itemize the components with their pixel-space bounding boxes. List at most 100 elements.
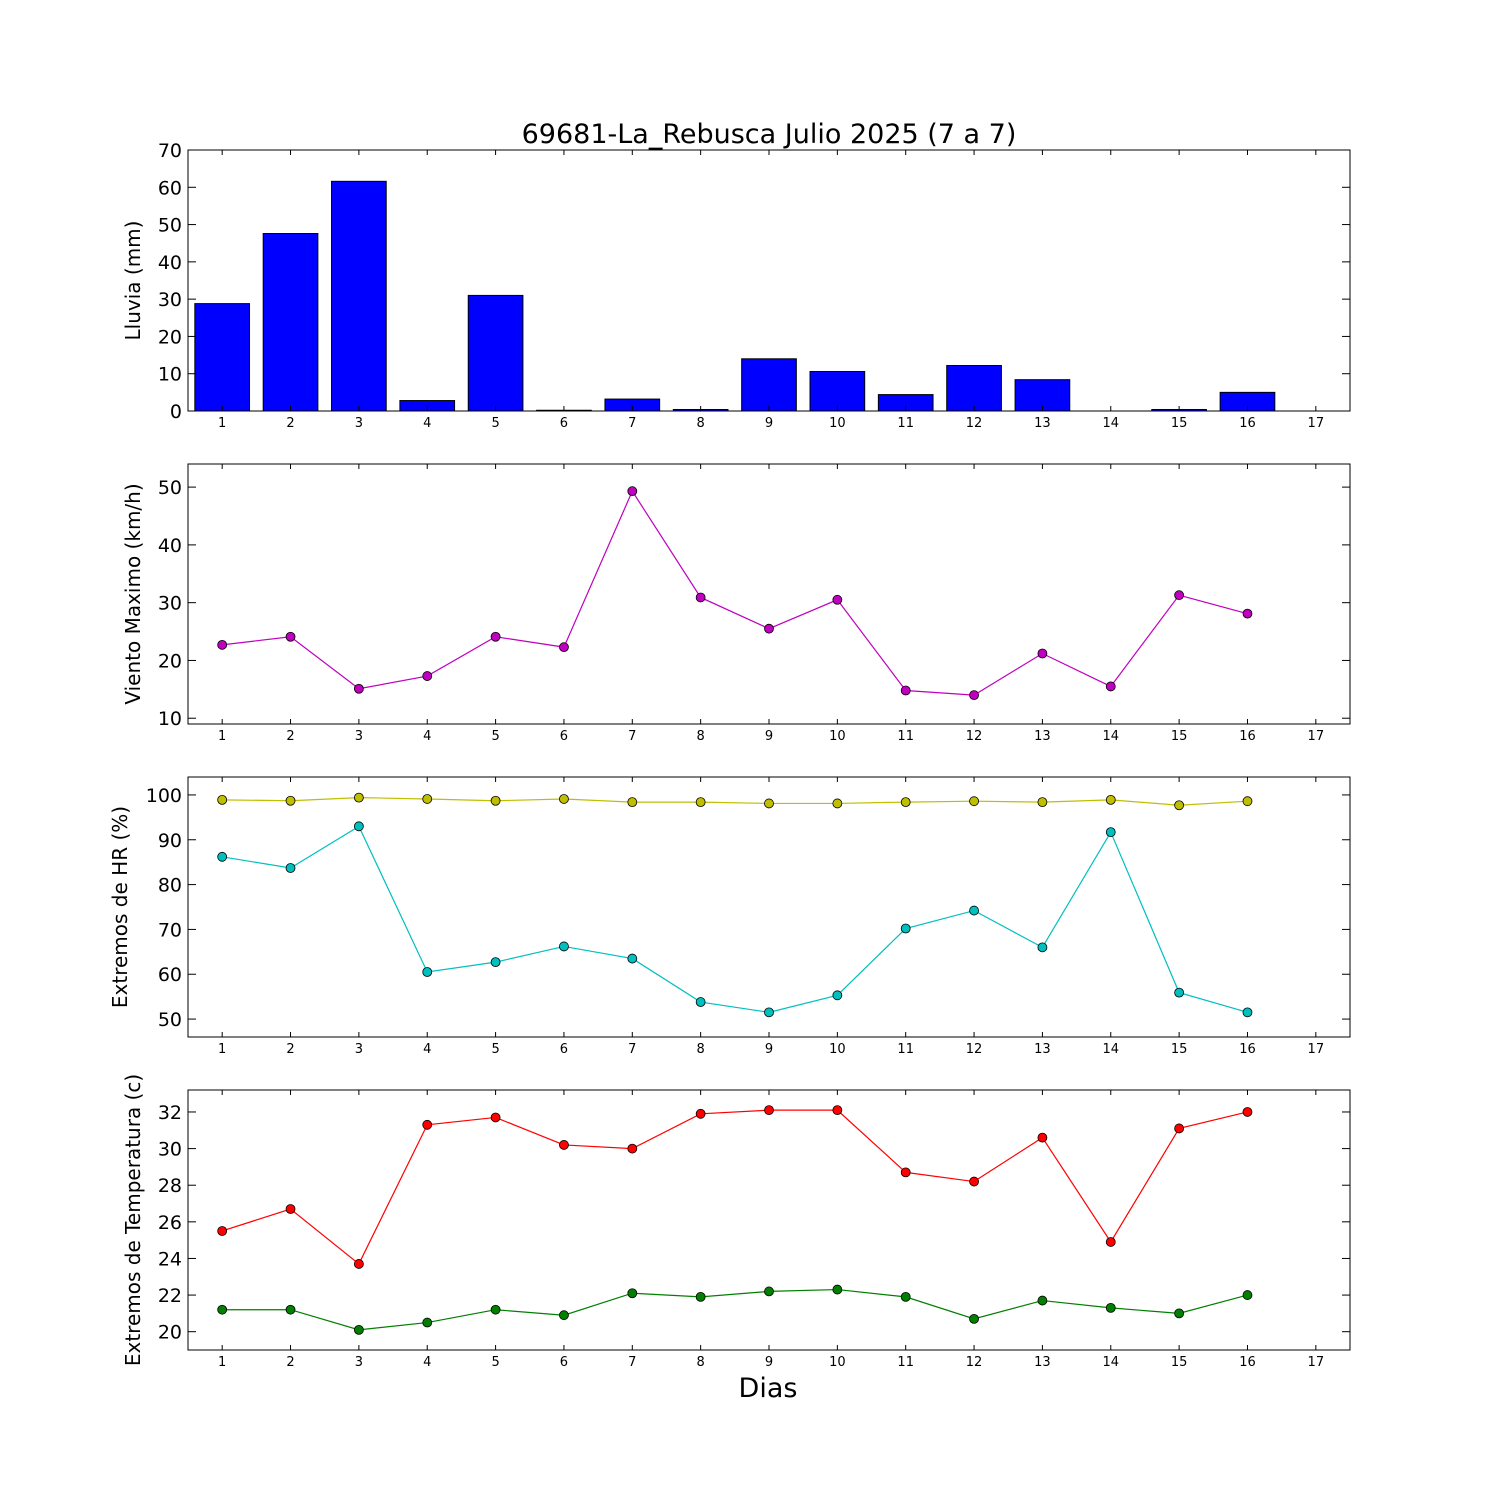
data-point: [695, 997, 706, 1007]
y-tick-label: 100: [146, 785, 182, 807]
series-line-1: [222, 489, 1248, 696]
series-line-2: [222, 825, 1248, 1013]
data-point: [627, 486, 638, 497]
x-tick-label: 11: [897, 729, 914, 744]
data-point: [422, 1119, 433, 1130]
x-tick-label: 11: [897, 1042, 914, 1057]
y-tick-label: 28: [158, 1175, 182, 1197]
bar-day-9: [741, 358, 797, 412]
x-tick-label: 1: [218, 416, 226, 431]
y-tick-label: 70: [158, 140, 182, 162]
x-tick-label: 17: [1308, 1042, 1325, 1057]
data-point: [832, 990, 843, 1001]
data-point: [490, 957, 501, 968]
data-point: [969, 1176, 979, 1187]
y-tick-label: 50: [158, 477, 182, 499]
x-tick-label: 12: [966, 729, 983, 744]
x-tick-label: 8: [697, 1042, 705, 1057]
data-point: [627, 1143, 638, 1154]
x-tick-label: 9: [765, 729, 773, 744]
x-tick-label: 12: [966, 416, 983, 431]
data-point: [559, 642, 569, 653]
y-tick-label: 30: [158, 289, 182, 311]
x-tick-label: 9: [765, 1355, 773, 1370]
data-point: [832, 798, 843, 809]
data-point: [969, 905, 979, 916]
y-tick-label: 90: [158, 830, 182, 852]
data-point: [1174, 1123, 1185, 1134]
data-point: [1105, 794, 1116, 805]
data-point: [627, 953, 638, 964]
bar-day-5: [467, 294, 524, 412]
data-point: [695, 797, 706, 808]
x-tick-label: 4: [423, 1355, 431, 1370]
data-point: [969, 690, 979, 701]
x-tick-label: 2: [286, 729, 294, 744]
data-point: [900, 797, 911, 808]
x-tick-label: 10: [829, 416, 846, 431]
chart-panel-3: 1 2 3 4 5 6 7 8 9 10 11 12 13 14 15 16 175060708090100Ex…: [108, 776, 1351, 1057]
data-point: [217, 1304, 228, 1315]
x-tick-label: 5: [491, 729, 499, 744]
data-point: [285, 1304, 296, 1315]
x-tick-label: 16: [1239, 416, 1256, 431]
data-point: [764, 623, 774, 634]
x-tick-label: 3: [355, 729, 363, 744]
x-tick-label: 4: [423, 416, 431, 431]
data-point: [490, 1112, 501, 1123]
data-point: [1037, 1295, 1048, 1306]
y-tick-label: 30: [158, 593, 182, 615]
bar-day-10: [809, 370, 866, 412]
x-tick-label: 10: [829, 1355, 846, 1370]
x-tick-label: 6: [560, 729, 568, 744]
data-point: [900, 685, 911, 696]
x-tick-label: 6: [560, 1355, 568, 1370]
data-point: [1242, 1007, 1253, 1018]
x-tick-label: 5: [491, 416, 499, 431]
bar-day-12: [946, 365, 1002, 412]
data-point: [559, 941, 569, 952]
data-point: [353, 821, 364, 832]
x-tick-label: 2: [286, 1355, 294, 1370]
x-tick-label: 12: [966, 1355, 983, 1370]
x-tick-label: 14: [1102, 1042, 1119, 1057]
x-tick-label: 13: [1034, 1042, 1051, 1057]
x-tick-label: 6: [560, 416, 568, 431]
x-tick-label: 11: [897, 1355, 914, 1370]
bar-day-1: [194, 303, 251, 412]
y-tick-label: 32: [158, 1102, 182, 1124]
y-tick-label: 80: [158, 875, 182, 897]
x-tick-label: 7: [628, 416, 636, 431]
data-point: [353, 792, 364, 803]
x-tick-label: 9: [765, 416, 773, 431]
data-point: [969, 1313, 979, 1324]
x-tick-label: 14: [1102, 729, 1119, 744]
x-tick-label: 7: [628, 729, 636, 744]
series-line-1: [221, 1109, 1248, 1265]
data-point: [217, 1226, 228, 1236]
x-tick-label: 13: [1034, 416, 1051, 431]
data-point: [627, 1288, 638, 1299]
data-point: [422, 1317, 433, 1328]
data-point: [285, 1204, 296, 1214]
data-point: [285, 863, 296, 873]
data-point: [764, 1105, 774, 1116]
data-point: [627, 797, 638, 808]
data-point: [559, 1310, 569, 1321]
chart-panel-4: 1 2 3 4 5 6 7 8 9 10 11 12 13 14 15 16 1720222426283032E…: [121, 1074, 1351, 1370]
y-tick-label: 20: [158, 650, 182, 672]
x-tick-label: 6: [560, 1042, 568, 1057]
y-tick-label: 40: [158, 252, 182, 274]
x-tick-label: 13: [1034, 729, 1051, 744]
y-tick-label: 70: [158, 919, 182, 941]
data-point: [559, 794, 569, 804]
data-point: [1037, 797, 1048, 808]
x-tick-label: 7: [628, 1042, 636, 1057]
x-tick-label: 17: [1308, 729, 1325, 744]
x-tick-label: 4: [423, 729, 431, 744]
y-axis-label: Extremos de Temperatura (c): [121, 1074, 145, 1366]
chart-title: 69681-La_Rebusca Julio 2025 (7 a 7): [522, 119, 1017, 150]
data-point: [1037, 648, 1048, 659]
